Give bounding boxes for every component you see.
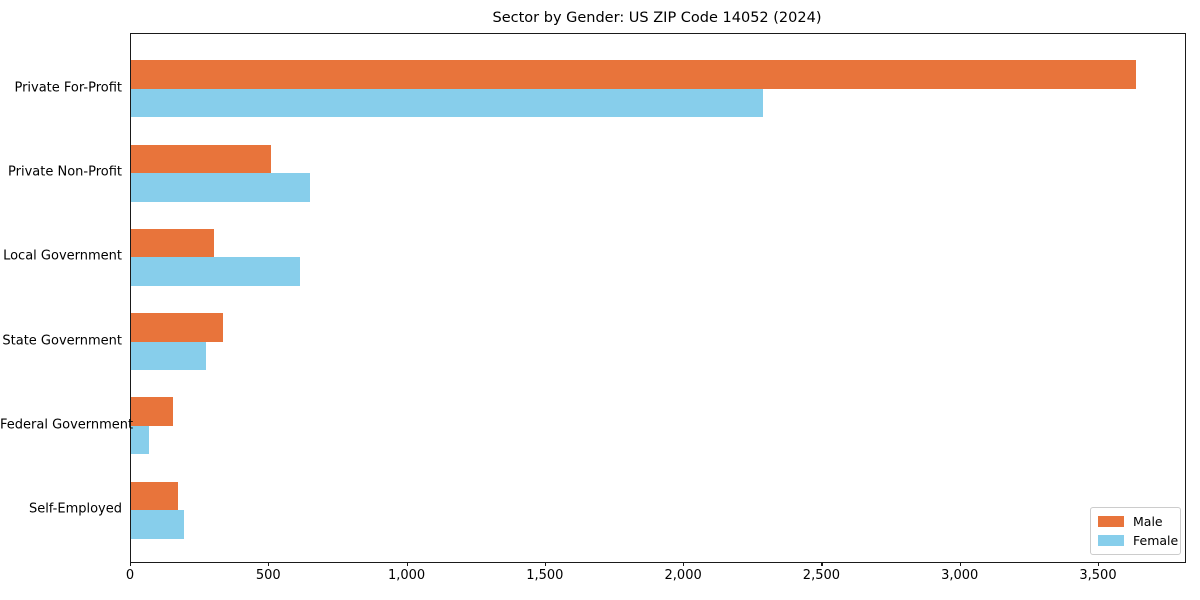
legend-entry-male: Male bbox=[1098, 514, 1173, 529]
plot-area bbox=[130, 33, 1186, 563]
y-label-federal-government: Federal Government bbox=[0, 417, 134, 433]
bar-female-federal-government bbox=[131, 425, 150, 455]
x-tick-mark-500 bbox=[268, 562, 270, 566]
x-tick-mark-3000 bbox=[959, 562, 961, 566]
legend-swatch-male bbox=[1098, 516, 1124, 527]
legend-label-female: Female bbox=[1133, 533, 1179, 548]
chart-title: Sector by Gender: US ZIP Code 14052 (202… bbox=[492, 10, 822, 26]
x-tick-mark-1000 bbox=[406, 562, 408, 566]
x-tick-label-2000: 2,000 bbox=[664, 568, 702, 583]
x-tick-label-3500: 3,500 bbox=[1079, 568, 1117, 583]
x-tick-mark-1500 bbox=[544, 562, 547, 566]
bar-male-private-for-profit bbox=[131, 60, 1137, 89]
x-tick-mark-3500 bbox=[1097, 562, 1100, 566]
bar-male-federal-government bbox=[131, 397, 173, 426]
y-label-self-employed: Self-Employed bbox=[28, 501, 122, 517]
x-tick-label-2500: 2,500 bbox=[802, 568, 841, 583]
bar-male-self-employed bbox=[131, 481, 178, 511]
x-tick-label-1000: 1,000 bbox=[387, 568, 426, 583]
x-tick-label-0: 0 bbox=[125, 568, 135, 583]
x-tick-label-3000: 3,000 bbox=[941, 568, 979, 583]
bar-female-self-employed bbox=[131, 510, 185, 539]
x-tick-mark-0 bbox=[130, 562, 132, 566]
y-label-private-non-profit: Private Non-Profit bbox=[8, 164, 122, 180]
x-tick-label-1500: 1,500 bbox=[526, 568, 564, 583]
legend-entry-female: Female bbox=[1098, 533, 1178, 548]
legend: Male Female bbox=[1090, 507, 1181, 555]
y-label-local-government: Local Government bbox=[3, 248, 122, 264]
x-tick-mark-2000 bbox=[683, 562, 685, 566]
y-label-state-government: State Government bbox=[2, 333, 122, 349]
x-tick-label-500: 500 bbox=[255, 568, 281, 583]
bar-male-private-non-profit bbox=[131, 144, 271, 173]
bar-female-local-government bbox=[131, 257, 301, 286]
bar-female-private-non-profit bbox=[131, 173, 311, 202]
bar-male-state-government bbox=[131, 313, 223, 342]
x-tick-mark-2500 bbox=[821, 562, 823, 566]
y-label-private-for-profit: Private For-Profit bbox=[14, 80, 122, 96]
bar-male-local-government bbox=[131, 228, 215, 258]
bar-female-private-for-profit bbox=[131, 88, 763, 118]
legend-label-male: Male bbox=[1133, 514, 1163, 529]
legend-swatch-female bbox=[1098, 535, 1124, 546]
bar-female-state-government bbox=[131, 341, 206, 371]
